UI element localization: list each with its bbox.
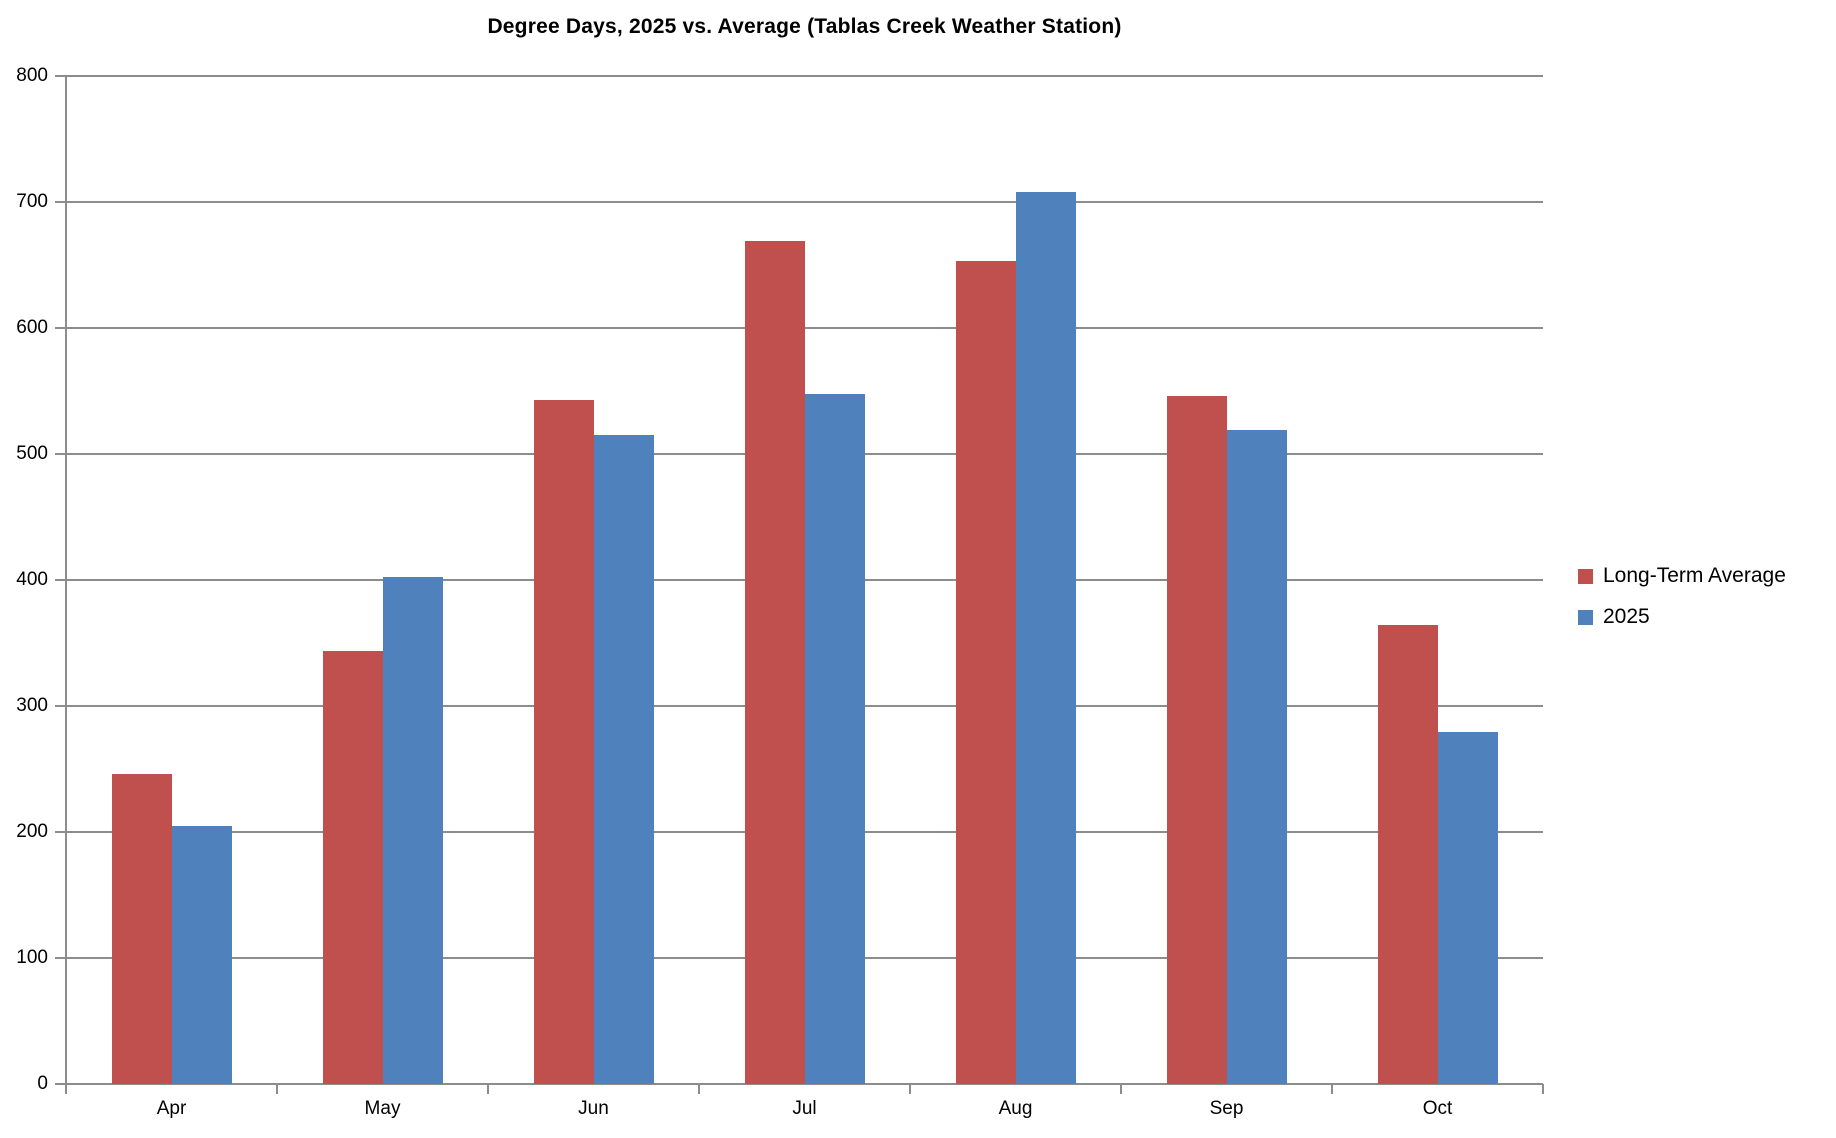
- x-axis-tick-0: [65, 1084, 67, 1094]
- x-axis-tick-5: [1120, 1084, 1122, 1094]
- x-axis-tick-6: [1331, 1084, 1333, 1094]
- gridline-800: [66, 75, 1543, 77]
- y-axis-tick-100: [55, 957, 66, 959]
- x-tick-label-sep: Sep: [1209, 1098, 1244, 1119]
- bar-2025-jun: [593, 435, 654, 1084]
- y-axis-tick-600: [55, 327, 66, 329]
- y-axis-tick-500: [55, 453, 66, 455]
- y-axis-tick-300: [55, 705, 66, 707]
- x-tick-label-oct: Oct: [1422, 1098, 1453, 1119]
- gridline-700: [66, 201, 1543, 203]
- bar-long-term-average-may: [322, 651, 383, 1084]
- bar-2025-aug: [1015, 192, 1076, 1084]
- x-tick-label-apr: Apr: [156, 1098, 187, 1119]
- chart-title: Degree Days, 2025 vs. Average (Tablas Cr…: [487, 15, 1122, 38]
- x-axis-tick-1: [276, 1084, 278, 1094]
- x-tick-label-jun: Jun: [578, 1098, 609, 1119]
- x-tick-label-jul: Jul: [792, 1098, 817, 1119]
- bar-long-term-average-oct: [1377, 625, 1438, 1084]
- legend-item-long-term-average: Long-Term Average: [1578, 564, 1786, 588]
- y-axis-tick-200: [55, 831, 66, 833]
- y-axis-line: [65, 76, 67, 1093]
- x-axis-tick-7: [1542, 1084, 1544, 1094]
- x-axis-tick-3: [698, 1084, 700, 1094]
- y-tick-label-500: 500: [16, 443, 48, 464]
- legend-label-2025: 2025: [1603, 605, 1650, 628]
- bar-2025-apr: [171, 826, 232, 1084]
- gridline-600: [66, 327, 1543, 329]
- bar-2025-oct: [1437, 732, 1498, 1084]
- bar-2025-sep: [1226, 430, 1287, 1084]
- legend-swatch-2025: [1578, 609, 1593, 625]
- y-tick-label-800: 800: [16, 65, 48, 86]
- y-axis-tick-700: [55, 201, 66, 203]
- y-tick-label-300: 300: [16, 695, 48, 716]
- y-tick-label-0: 0: [37, 1073, 48, 1094]
- bar-long-term-average-sep: [1166, 396, 1227, 1084]
- bar-2025-may: [382, 577, 443, 1084]
- y-axis-tick-0: [55, 1083, 66, 1085]
- y-axis-tick-800: [55, 75, 66, 77]
- y-tick-label-200: 200: [16, 821, 48, 842]
- y-tick-label-100: 100: [16, 947, 48, 968]
- gridline-0: [66, 1083, 1543, 1085]
- x-axis-tick-2: [487, 1084, 489, 1094]
- legend-swatch-long-term-average: [1578, 568, 1593, 584]
- bar-long-term-average-jul: [744, 241, 805, 1084]
- bar-2025-jul: [804, 394, 865, 1084]
- legend-item-2025: 2025: [1578, 605, 1786, 629]
- x-tick-label-may: May: [364, 1098, 401, 1119]
- bar-long-term-average-aug: [955, 261, 1016, 1084]
- x-axis-tick-4: [909, 1084, 911, 1094]
- legend: Long-Term Average 2025: [1578, 564, 1786, 646]
- bar-long-term-average-jun: [533, 400, 594, 1084]
- y-axis-tick-400: [55, 579, 66, 581]
- y-tick-label-600: 600: [16, 317, 48, 338]
- x-tick-label-aug: Aug: [998, 1098, 1033, 1119]
- plot-area: [66, 75, 1543, 1085]
- y-tick-label-700: 700: [16, 191, 48, 212]
- y-tick-label-400: 400: [16, 569, 48, 590]
- legend-label-long-term-average: Long-Term Average: [1603, 564, 1786, 587]
- bar-long-term-average-apr: [111, 774, 172, 1084]
